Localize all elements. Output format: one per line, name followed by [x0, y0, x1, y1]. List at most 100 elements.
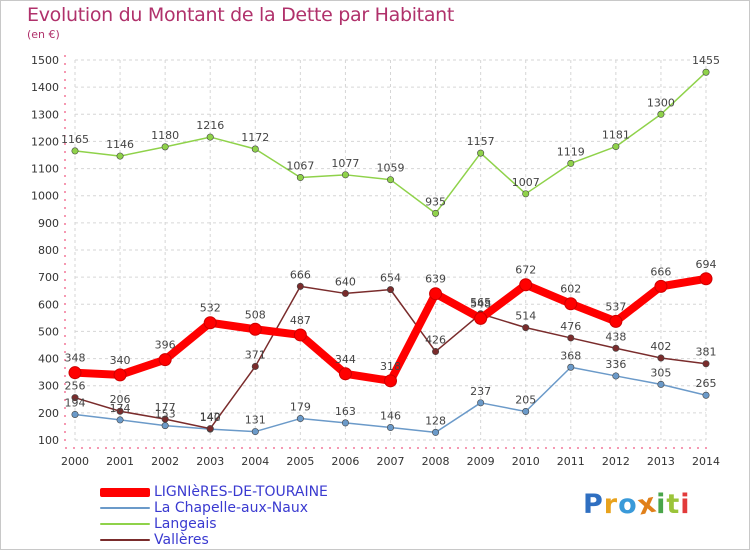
x-tick-label: 2000: [61, 455, 89, 468]
data-point: [657, 354, 665, 362]
x-tick-label: 2003: [196, 455, 224, 468]
data-label: 508: [245, 308, 266, 321]
y-tick-label: 200: [38, 407, 59, 420]
data-point: [386, 286, 394, 294]
data-point: [203, 316, 217, 330]
y-tick-label: 900: [38, 217, 59, 230]
data-label: 396: [155, 339, 176, 352]
legend-label: Vallères: [154, 532, 209, 548]
data-point: [519, 278, 533, 292]
data-point: [474, 311, 488, 325]
data-point: [161, 422, 169, 430]
data-point: [71, 410, 79, 418]
data-label: 381: [696, 346, 717, 359]
data-label: 654: [380, 272, 401, 285]
y-tick-label: 1400: [31, 81, 59, 94]
data-label: 340: [110, 354, 131, 367]
data-label: 426: [425, 334, 446, 347]
data-point: [612, 143, 620, 151]
data-point: [116, 407, 124, 415]
data-point: [657, 380, 665, 388]
x-tick-label: 2005: [286, 455, 314, 468]
x-tick-label: 2014: [692, 455, 720, 468]
data-label: 476: [560, 320, 581, 333]
data-label: 1180: [151, 129, 179, 142]
y-tick-label: 1000: [31, 190, 59, 203]
data-label: 1216: [196, 119, 224, 132]
x-tick-label: 2013: [647, 455, 675, 468]
x-tick-label: 2012: [602, 455, 630, 468]
data-label: 206: [110, 393, 131, 406]
x-tick-label: 2008: [422, 455, 450, 468]
data-label: 1455: [692, 54, 720, 67]
data-point: [296, 174, 304, 182]
data-point: [522, 407, 530, 415]
data-point: [657, 110, 665, 118]
data-point: [248, 322, 262, 336]
data-label: 639: [425, 273, 446, 286]
data-label: 348: [65, 352, 86, 365]
x-tick-label: 2010: [512, 455, 540, 468]
data-point: [341, 419, 349, 427]
data-label: 128: [425, 414, 446, 427]
data-label: 532: [200, 302, 221, 315]
data-label: 602: [560, 283, 581, 296]
data-label: 371: [245, 348, 266, 361]
data-point: [116, 416, 124, 424]
data-point: [522, 324, 530, 332]
axes: 1002003004005006007008009001000110012001…: [31, 54, 720, 468]
data-point: [432, 428, 440, 436]
data-point: [609, 314, 623, 328]
data-label: 368: [560, 349, 581, 362]
data-label: 537: [605, 300, 626, 313]
data-label: 1077: [331, 157, 359, 170]
data-point: [564, 297, 578, 311]
chart-subtitle: (en €): [27, 28, 60, 41]
data-point: [161, 415, 169, 423]
y-tick-label: 1300: [31, 108, 59, 121]
data-label: 514: [515, 310, 536, 323]
data-label: 1181: [602, 129, 630, 142]
data-point: [68, 366, 82, 380]
data-point: [206, 425, 214, 433]
data-label: 318: [380, 360, 401, 373]
chart-title: Evolution du Montant de la Dette par Hab…: [27, 4, 455, 26]
data-label: 256: [65, 380, 86, 393]
x-tick-label: 2007: [377, 455, 405, 468]
data-point: [567, 334, 575, 342]
y-tick-label: 1100: [31, 163, 59, 176]
data-label: 179: [290, 401, 311, 414]
data-label: 1157: [467, 135, 495, 148]
y-tick-label: 300: [38, 380, 59, 393]
data-point: [341, 171, 349, 179]
data-label: 565: [470, 296, 491, 309]
data-point: [296, 415, 304, 423]
legend-swatch: [100, 539, 150, 541]
x-tick-label: 2002: [151, 455, 179, 468]
data-point: [654, 279, 668, 293]
data-label: 1300: [647, 96, 675, 109]
data-point: [699, 272, 713, 286]
x-tick-label: 2004: [241, 455, 269, 468]
data-point: [702, 360, 710, 368]
data-label: 174: [110, 402, 131, 415]
data-point: [567, 159, 575, 167]
data-label: 1172: [241, 131, 269, 144]
data-label: 672: [515, 264, 536, 277]
data-label: 305: [650, 366, 671, 379]
data-point: [71, 147, 79, 155]
y-tick-label: 100: [38, 434, 59, 447]
legend-label: LIGNIèRES-DE-TOURAINE: [154, 484, 328, 500]
data-label: 487: [290, 314, 311, 327]
data-point: [384, 374, 397, 388]
data-label: 935: [425, 195, 446, 208]
data-label: 402: [650, 340, 671, 353]
y-tick-label: 700: [38, 271, 59, 284]
data-label: 163: [335, 405, 356, 418]
data-label: 1007: [512, 176, 540, 189]
data-point: [477, 149, 485, 157]
data-label: 1119: [557, 145, 585, 158]
legend-swatch: [100, 488, 150, 497]
